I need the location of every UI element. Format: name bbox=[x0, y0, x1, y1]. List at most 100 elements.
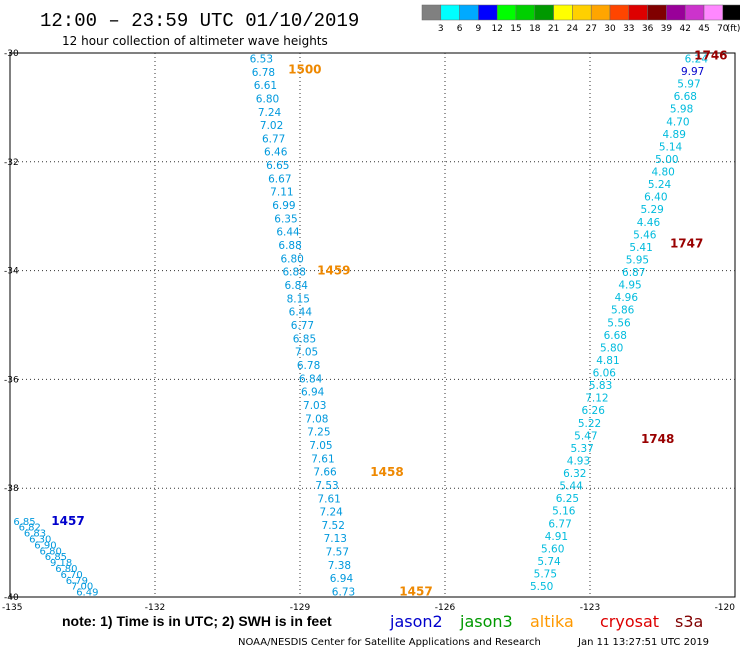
wave-height-value: 9.97 bbox=[681, 66, 704, 78]
wave-height-value: 5.22 bbox=[578, 418, 601, 430]
wave-height-value: 7.11 bbox=[270, 187, 293, 199]
legend-swatch bbox=[647, 4, 667, 21]
longitude-tick-label: -132 bbox=[145, 603, 165, 613]
wave-height-value: 6.79 bbox=[66, 576, 88, 587]
legend-swatch bbox=[421, 4, 442, 21]
satellite-legend-jason2: jason2 bbox=[389, 612, 443, 631]
wave-height-value: 8.15 bbox=[287, 293, 310, 305]
wave-height-value: 6.53 bbox=[250, 53, 273, 65]
satellite-legend-s3a: s3a bbox=[675, 612, 703, 631]
pass-time-label: 1457 bbox=[51, 514, 84, 528]
wave-height-value: 6.30 bbox=[29, 535, 51, 546]
pass-time-label: 1459 bbox=[317, 264, 350, 278]
wave-height-value: 7.66 bbox=[313, 467, 337, 479]
wave-height-value: 6.85 bbox=[45, 552, 67, 563]
longitude-tick-label: -120 bbox=[715, 603, 736, 613]
wave-height-value: 7.61 bbox=[311, 453, 334, 465]
map-subtitle: 12 hour collection of altimeter wave hei… bbox=[62, 34, 328, 48]
wave-height-value: 7.05 bbox=[295, 347, 318, 359]
legend-swatch bbox=[478, 4, 498, 21]
wave-height-value: 4.70 bbox=[666, 116, 689, 128]
wave-height-value: 6.80 bbox=[55, 564, 77, 575]
track-b: 6.856.826.836.306.906.806.859.186.806.70… bbox=[13, 514, 98, 599]
wave-height-value: 6.99 bbox=[272, 200, 295, 212]
latitude-tick-label: -38 bbox=[4, 484, 19, 494]
wave-height-value: 4.81 bbox=[596, 355, 619, 367]
wave-height-value: 7.38 bbox=[328, 560, 351, 572]
wave-height-value: 5.80 bbox=[600, 342, 623, 354]
axis-tick-labels: -30 -32 -34 -36 -38 -40-135 -132 -129 -126 -123 -1… bbox=[2, 49, 735, 613]
legend-swatch bbox=[628, 4, 648, 21]
latitude-tick-label: -32 bbox=[4, 158, 19, 168]
wave-height-value: 7.02 bbox=[260, 120, 283, 132]
wave-height-value: 7.13 bbox=[324, 533, 347, 545]
longitude-tick-label: -126 bbox=[435, 603, 456, 613]
wave-height-value: 6.25 bbox=[556, 493, 579, 505]
wave-height-value: 6.85 bbox=[13, 517, 35, 528]
wave-height-value: 5.83 bbox=[589, 380, 612, 392]
note-text: note: 1) Time is in UTC; 2) SWH is in fe… bbox=[62, 613, 332, 629]
longitude-tick-label: -129 bbox=[290, 603, 311, 613]
satellite-legend-cryosat: cryosat bbox=[600, 612, 659, 631]
legend-label: 6 bbox=[457, 24, 463, 34]
latitude-tick-label: -34 bbox=[4, 267, 19, 277]
wave-height-value: 7.24 bbox=[258, 107, 282, 119]
satellite-legend-altika: altika bbox=[530, 612, 574, 631]
header: 12:00 – 23:59 UTC 01/10/2019 12 hour col… bbox=[40, 10, 359, 48]
legend-swatch bbox=[590, 4, 611, 21]
wave-height-value: 5.41 bbox=[629, 242, 652, 254]
wave-height-value: 5.60 bbox=[541, 543, 564, 555]
longitude-tick-label: -123 bbox=[580, 603, 600, 613]
wave-height-value: 5.46 bbox=[633, 229, 657, 241]
wave-height-value: 6.94 bbox=[330, 573, 354, 585]
pass-time-label: 1458 bbox=[370, 465, 403, 479]
wave-height-value: 7.61 bbox=[317, 493, 340, 505]
satellite-legend-jason3: jason3 bbox=[459, 612, 513, 631]
pass-time-label: 1500 bbox=[288, 62, 321, 76]
legend-label: 27 bbox=[585, 24, 596, 34]
wave-height-value: 5.24 bbox=[648, 179, 672, 191]
pass-time-label: 1748 bbox=[641, 432, 674, 446]
legend-swatch bbox=[572, 4, 592, 21]
wave-height-value: 4.93 bbox=[567, 455, 590, 467]
legend-swatch bbox=[459, 4, 479, 21]
legend-swatch bbox=[722, 4, 740, 21]
map-title: 12:00 – 23:59 UTC 01/10/2019 bbox=[40, 10, 359, 32]
wave-height-value: 6.84 bbox=[299, 373, 323, 385]
legend-swatch bbox=[440, 4, 460, 21]
track-a: 6.536.786.616.807.247.026.776.466.656.67… bbox=[250, 53, 433, 598]
legend-label: 15 bbox=[510, 24, 521, 34]
legend-label: 70 bbox=[717, 24, 729, 34]
wave-height-value: 5.00 bbox=[655, 154, 678, 166]
footer: note: 1) Time is in UTC; 2) SWH is in fe… bbox=[62, 612, 709, 648]
wave-height-value: 6.73 bbox=[332, 587, 355, 599]
wave-height-value: 5.47 bbox=[574, 430, 597, 442]
legend-label: 42 bbox=[679, 24, 690, 34]
wave-height-value: 5.16 bbox=[552, 506, 576, 518]
legend-label: 24 bbox=[567, 24, 579, 34]
wave-height-value: 6.82 bbox=[19, 523, 41, 534]
wave-height-value: 5.56 bbox=[607, 317, 631, 329]
wave-height-value: 7.08 bbox=[305, 413, 328, 425]
satellite-legend: jason2 jason3 altika cryosat s3a bbox=[389, 612, 703, 631]
wave-height-value: 4.46 bbox=[637, 217, 661, 229]
wave-height-value: 6.78 bbox=[297, 360, 320, 372]
wave-height-value: 4.95 bbox=[618, 280, 641, 292]
wave-height-value: 6.26 bbox=[582, 405, 606, 417]
wave-height-value: 6.68 bbox=[674, 91, 697, 103]
legend-swatch bbox=[666, 4, 686, 21]
wave-height-value: 5.37 bbox=[570, 443, 593, 455]
legend-swatch bbox=[515, 4, 536, 21]
wave-height-value: 4.91 bbox=[545, 531, 568, 543]
pass-time-label: 1747 bbox=[670, 236, 703, 250]
wave-height-value: 4.80 bbox=[651, 167, 674, 179]
wave-height-value: 7.57 bbox=[326, 547, 349, 559]
legend-label: 21 bbox=[548, 24, 559, 34]
wave-height-value: 6.80 bbox=[40, 546, 62, 557]
wave-height-value: 6.44 bbox=[289, 307, 313, 319]
plot-frame bbox=[9, 52, 736, 598]
wave-height-value: 5.14 bbox=[659, 141, 683, 153]
track-c: 6.249.975.976.685.984.704.895.145.004.80… bbox=[530, 49, 728, 593]
pass-time-label: 1746 bbox=[694, 49, 727, 63]
wave-height-value: 7.00 bbox=[71, 582, 93, 593]
